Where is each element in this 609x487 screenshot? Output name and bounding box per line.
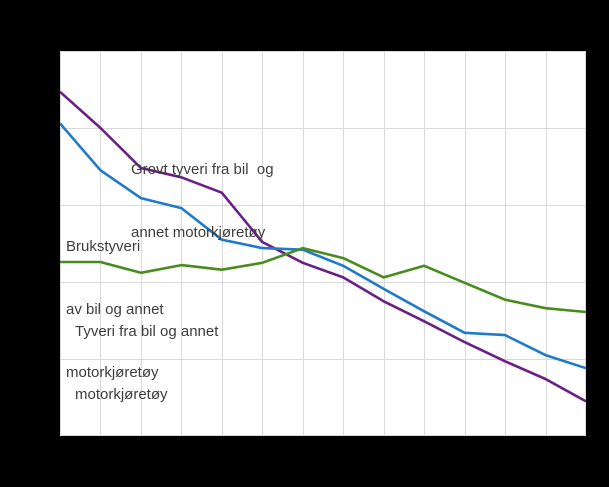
plot-area: [60, 51, 586, 436]
series-label-grovt-tyveri-line2: annet motorkjøretøy: [131, 224, 266, 241]
series-label-brukstyveri-line3: motorkjøretøy: [66, 364, 159, 381]
series-line-tyveri-fra-bil: [60, 246, 586, 314]
series-label-tyveri-fra-bil-line2: motorkjøretøy: [75, 386, 168, 403]
series-label-grovt-tyveri: Grovt tyveri fra bil og annet motorkjøre…: [131, 117, 274, 285]
series-label-brukstyveri-line1: Brukstyveri: [66, 238, 141, 255]
series-label-grovt-tyveri-line1: Grovt tyveri fra bil og: [131, 161, 274, 178]
series-line-grovt-tyveri: [60, 90, 586, 403]
series-label-brukstyveri: Brukstyveri av bil og annet motorkjøretø…: [66, 194, 164, 425]
series-label-tyveri-fra-bil-line1: Tyveri fra bil og annet: [75, 323, 219, 340]
series-label-brukstyveri-line2: av bil og annet: [66, 301, 164, 318]
line-chart-canvas: [60, 51, 586, 436]
series-label-tyveri-fra-bil: Tyveri fra bil og annet motorkjøretøy: [75, 279, 218, 447]
series-line-brukstyveri: [60, 122, 586, 370]
